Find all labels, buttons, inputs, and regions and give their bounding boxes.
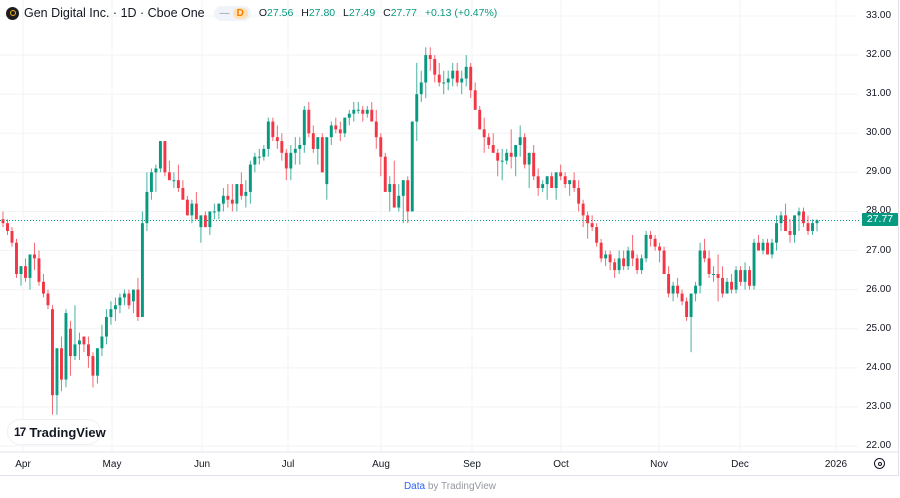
chart-legend: Gen Digital Inc. · 1D · Cboe One — D O27… <box>6 5 497 21</box>
minus-icon: — <box>219 7 230 19</box>
chart-frame <box>0 0 899 476</box>
price-axis-label: 30.00 <box>866 127 892 139</box>
ohlc-values: O27.56 H27.80 L27.49 C27.77 +0.13 (+0.47… <box>259 7 497 19</box>
price-axis-label: 32.00 <box>866 49 892 61</box>
high-value: 27.80 <box>308 7 336 19</box>
price-axis-label: 26.00 <box>866 283 892 295</box>
price-axis-label: 27.00 <box>866 244 892 256</box>
time-axis-label: 2026 <box>824 459 848 470</box>
footer-attribution: Data by TradingView <box>0 481 900 492</box>
change-value: +0.13 (+0.47%) <box>424 7 498 19</box>
time-axis-label: Dec <box>731 459 749 470</box>
open-label: O <box>258 7 268 19</box>
time-axis-label: Jul <box>281 459 295 470</box>
data-link[interactable]: Data <box>403 481 426 492</box>
price-axis-label: 28.00 <box>866 205 892 217</box>
candlestick-plot[interactable] <box>0 0 900 476</box>
price-axis-label: 29.00 <box>866 166 892 178</box>
low-value: 27.49 <box>348 7 376 19</box>
time-axis-label: Aug <box>372 459 390 470</box>
time-axis-label: Oct <box>553 459 569 470</box>
time-axis-label: Apr <box>15 459 31 470</box>
footer-by-text: by TradingView <box>427 481 497 492</box>
price-axis-label: 31.00 <box>866 88 892 100</box>
price-axis-label: 25.00 <box>866 322 892 334</box>
price-axis-label: 23.00 <box>866 400 892 412</box>
time-axis-label: Nov <box>650 459 668 470</box>
time-axis-label: May <box>102 459 122 470</box>
tradingview-logo-icon: 17 <box>14 425 26 439</box>
close-value: 27.77 <box>390 7 417 19</box>
price-axis-label: 22.00 <box>866 440 892 451</box>
price-axis-label: 33.00 <box>866 10 892 21</box>
tradingview-badge-label: TradingView <box>29 424 106 440</box>
symbol-title[interactable]: Gen Digital Inc. · 1D · Cboe One <box>24 6 205 20</box>
time-axis-label: Jun <box>193 459 211 470</box>
close-label: C <box>383 7 391 19</box>
high-label: H <box>301 7 309 19</box>
low-label: L <box>343 7 349 19</box>
open-value: 27.56 <box>267 7 294 19</box>
settings-icon[interactable] <box>874 458 885 469</box>
time-axis-label: Sep <box>463 459 481 470</box>
interval-pill[interactable]: — D <box>213 5 251 21</box>
last-price-tag: 27.77 <box>862 213 898 226</box>
price-axis-label: 24.00 <box>866 361 892 373</box>
gen-digital-logo-icon <box>6 6 19 20</box>
interval-badge: D <box>232 7 248 19</box>
tradingview-badge[interactable]: 17 TradingView <box>8 420 106 444</box>
